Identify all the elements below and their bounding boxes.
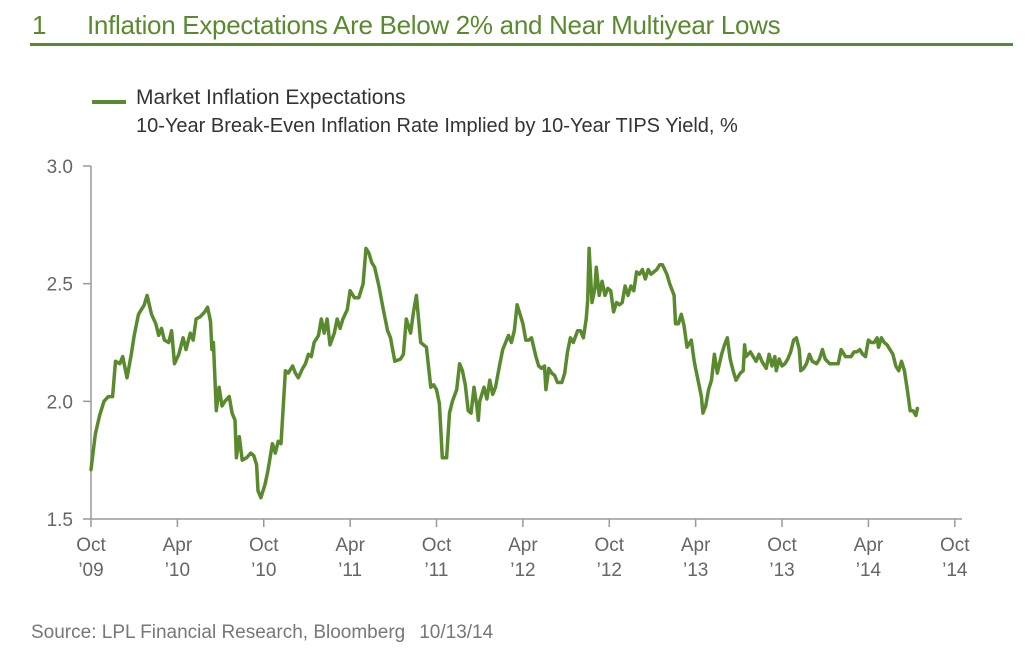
x-tick-label-year: ’10 xyxy=(165,560,190,581)
x-tick-label-month: Oct xyxy=(594,535,624,556)
x-tick-label-month: Oct xyxy=(767,535,797,556)
x-tick-label-year: ’12 xyxy=(510,560,535,581)
x-tick-label-month: Apr xyxy=(335,535,365,556)
legend-swatch xyxy=(92,100,126,104)
x-tick-label-month: Oct xyxy=(76,535,106,556)
figure-header: 1 Inflation Expectations Are Below 2% an… xyxy=(30,8,1013,46)
x-tick-label-year: ’14 xyxy=(942,560,968,581)
series-line-market-inflation-expectations xyxy=(89,246,920,500)
x-tick-label-year: ’10 xyxy=(251,560,276,581)
y-tick-label: 2.5 xyxy=(47,275,73,296)
source-note: Source: LPL Financial Research, Bloomber… xyxy=(31,622,493,644)
x-tick-label-year: ’13 xyxy=(769,560,794,581)
x-tick-label-month: Oct xyxy=(940,535,970,556)
x-tick-label-month: Apr xyxy=(681,535,711,556)
x-tick-label-year: ’11 xyxy=(425,560,449,581)
chart-subtitle: 10-Year Break-Even Inflation Rate Implie… xyxy=(136,115,738,137)
x-tick-label-year: ’12 xyxy=(597,560,622,581)
source-text: Source: LPL Financial Research, Bloomber… xyxy=(31,622,406,643)
source-date: 10/13/14 xyxy=(419,622,494,643)
x-tick-label-month: Apr xyxy=(508,535,538,556)
x-tick-label-month: Oct xyxy=(249,535,279,556)
x-tick-label-month: Oct xyxy=(422,535,452,556)
figure-title: Inflation Expectations Are Below 2% and … xyxy=(87,10,781,40)
figure-number: 1 xyxy=(32,10,47,40)
x-tick-label-year: ’14 xyxy=(856,560,882,581)
x-tick-label-year: ’13 xyxy=(683,560,708,581)
y-tick-label: 3.0 xyxy=(47,157,73,178)
x-tick-label-month: Apr xyxy=(854,535,884,556)
line-chart: 1.5 2.0 2.5 3.0 Oct ’09 Apr ’10 Oct ’10 Apr ’11 Oct ’… xyxy=(47,157,971,581)
y-tick-label: 1.5 xyxy=(47,510,73,531)
y-tick-label: 2.0 xyxy=(47,392,73,413)
x-tick-label-year: ’11 xyxy=(338,560,362,581)
legend-label: Market Inflation Expectations xyxy=(136,86,406,109)
x-tick-label-year: ’09 xyxy=(78,560,103,581)
x-tick-label-month: Apr xyxy=(163,535,193,556)
